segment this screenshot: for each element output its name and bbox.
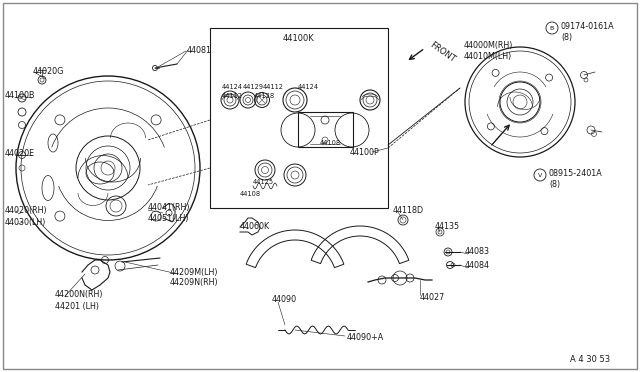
Text: 44041(RH): 44041(RH)	[148, 202, 191, 212]
Text: 44083: 44083	[465, 247, 490, 257]
Text: 44108: 44108	[240, 191, 261, 197]
Text: 44060K: 44060K	[240, 221, 270, 231]
Text: 44084: 44084	[465, 262, 490, 270]
Text: 44020E: 44020E	[5, 148, 35, 157]
Text: B: B	[550, 26, 554, 31]
Text: 44209M(LH): 44209M(LH)	[170, 267, 218, 276]
Text: 44124: 44124	[298, 84, 319, 90]
Text: 44201 (LH): 44201 (LH)	[55, 301, 99, 311]
Text: 44051(LH): 44051(LH)	[148, 214, 189, 222]
Text: 44129: 44129	[243, 84, 264, 90]
Text: 09174-0161A: 09174-0161A	[561, 22, 614, 31]
Text: V: V	[538, 173, 542, 177]
Text: 44124: 44124	[222, 84, 243, 90]
Text: 08915-2401A: 08915-2401A	[549, 169, 603, 177]
Text: 44125: 44125	[253, 179, 274, 185]
Text: FRONT: FRONT	[428, 40, 457, 64]
Text: 44090+A: 44090+A	[347, 334, 384, 343]
Text: 44112: 44112	[222, 93, 243, 99]
Text: 44200N(RH): 44200N(RH)	[55, 289, 104, 298]
Text: 44020(RH): 44020(RH)	[5, 205, 47, 215]
Text: 44112: 44112	[263, 84, 284, 90]
Bar	[210, 28, 388, 208]
Text: 44118D: 44118D	[393, 205, 424, 215]
Text: 44135: 44135	[435, 221, 460, 231]
Text: 44000M(RH): 44000M(RH)	[464, 41, 513, 49]
Text: (8): (8)	[549, 180, 560, 189]
Text: 44090: 44090	[272, 295, 297, 304]
Text: 44100B: 44100B	[5, 90, 35, 99]
Text: (8): (8)	[561, 32, 572, 42]
Text: 44027: 44027	[420, 292, 445, 301]
Text: 44128: 44128	[254, 93, 275, 99]
Bar	[298, 112, 353, 147]
Text: 44010M(LH): 44010M(LH)	[464, 51, 512, 61]
Text: 44209N(RH): 44209N(RH)	[170, 279, 219, 288]
Text: 44100P: 44100P	[350, 148, 380, 157]
Text: 44030(LH): 44030(LH)	[5, 218, 46, 227]
Text: 44081: 44081	[187, 45, 212, 55]
Text: A 4 30 53: A 4 30 53	[570, 356, 610, 365]
Text: 44100K: 44100K	[283, 33, 315, 42]
Text: 44108: 44108	[320, 140, 341, 146]
Text: 44020G: 44020G	[33, 67, 65, 76]
